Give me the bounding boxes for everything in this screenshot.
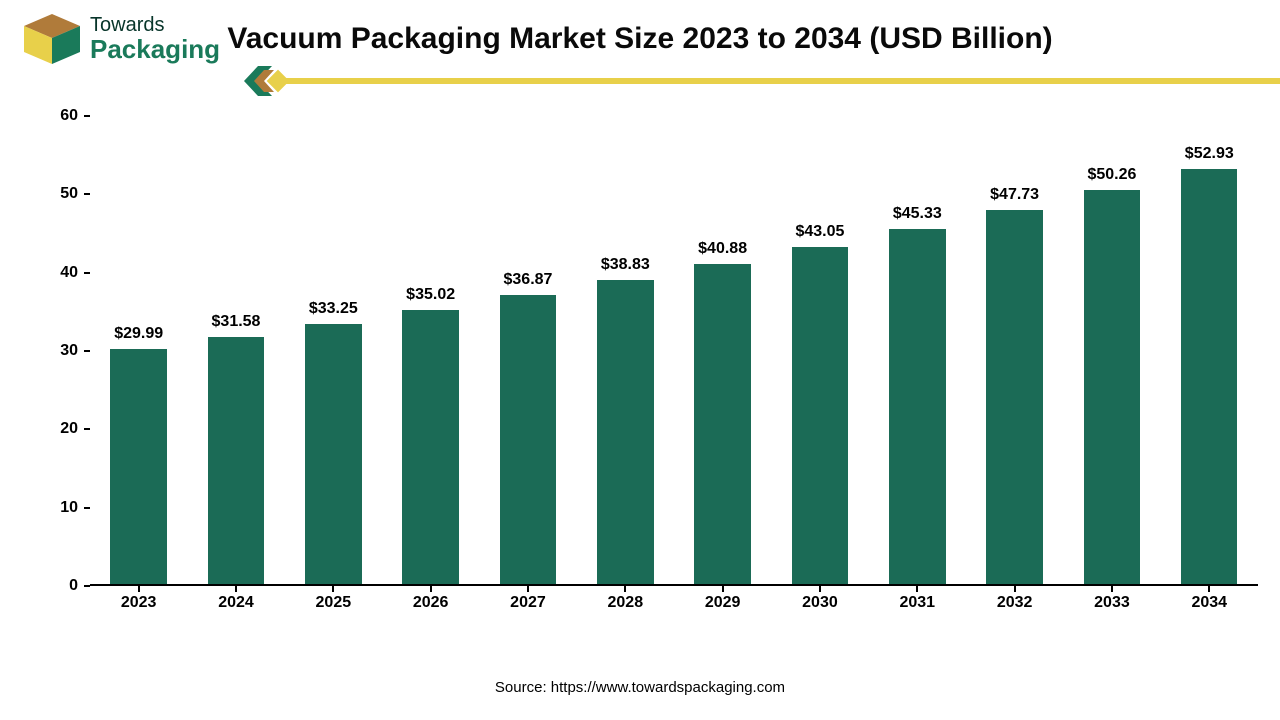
bar-value-label: $50.26 <box>1087 166 1136 184</box>
x-tick <box>1111 584 1113 592</box>
y-tick <box>84 428 90 430</box>
x-axis-label: 2033 <box>1063 594 1160 612</box>
x-axis-label: 2023 <box>90 594 187 612</box>
x-tick <box>138 584 140 592</box>
bar-value-label: $40.88 <box>698 240 747 258</box>
bar-value-label: $35.02 <box>406 286 455 304</box>
bar <box>694 264 750 584</box>
x-axis-label: 2034 <box>1161 594 1258 612</box>
bars-container: $29.99 $31.58 $33.25 $35.02 $36.87 $38.83 $40.… <box>90 116 1258 584</box>
bar-value-label: $43.05 <box>795 223 844 241</box>
bar-value-label: $47.73 <box>990 186 1039 204</box>
bar-chart: $29.99 $31.58 $33.25 $35.02 $36.87 $38.83 $40.… <box>48 116 1258 646</box>
y-axis-label: 50 <box>48 185 78 203</box>
x-tick <box>332 584 334 592</box>
y-tick <box>84 272 90 274</box>
x-tick <box>916 584 918 592</box>
bar-slot: $50.26 <box>1063 116 1160 584</box>
bar-slot: $45.33 <box>869 116 966 584</box>
bar <box>1181 169 1237 584</box>
x-axis-label: 2026 <box>382 594 479 612</box>
x-tick <box>1014 584 1016 592</box>
x-tick <box>527 584 529 592</box>
y-axis-label: 10 <box>48 499 78 517</box>
x-tick <box>819 584 821 592</box>
bar <box>792 247 848 584</box>
bar <box>305 324 361 584</box>
bar <box>402 310 458 584</box>
x-axis-labels: 2023202420252026202720282029203020312032… <box>90 594 1258 612</box>
x-axis-label: 2030 <box>771 594 868 612</box>
bar <box>500 295 556 584</box>
bar <box>110 349 166 584</box>
x-axis-label: 2031 <box>869 594 966 612</box>
bar-value-label: $36.87 <box>504 271 553 289</box>
x-tick <box>235 584 237 592</box>
x-axis-label: 2025 <box>285 594 382 612</box>
y-axis-label: 20 <box>48 420 78 438</box>
bar-slot: $52.93 <box>1161 116 1258 584</box>
x-axis-label: 2024 <box>187 594 284 612</box>
y-axis-label: 40 <box>48 264 78 282</box>
page-title: Vacuum Packaging Market Size 2023 to 203… <box>0 22 1280 56</box>
y-tick <box>84 193 90 195</box>
x-tick <box>430 584 432 592</box>
y-tick <box>84 115 90 117</box>
bar <box>889 229 945 584</box>
bar-slot: $43.05 <box>771 116 868 584</box>
divider-chevron-icon <box>244 66 290 96</box>
bar-slot: $38.83 <box>577 116 674 584</box>
bar <box>597 280 653 584</box>
y-axis-label: 30 <box>48 342 78 360</box>
bar <box>208 337 264 584</box>
y-tick <box>84 585 90 587</box>
bar-value-label: $29.99 <box>114 325 163 343</box>
y-axis-label: 60 <box>48 107 78 125</box>
x-axis-label: 2028 <box>577 594 674 612</box>
y-tick <box>84 507 90 509</box>
source-citation: Source: https://www.towardspackaging.com <box>0 679 1280 696</box>
bar-value-label: $33.25 <box>309 300 358 318</box>
title-divider <box>244 66 1280 96</box>
divider-line <box>270 78 1280 84</box>
x-axis-label: 2032 <box>966 594 1063 612</box>
bar <box>1084 190 1140 584</box>
plot-area: $29.99 $31.58 $33.25 $35.02 $36.87 $38.83 $40.… <box>90 116 1258 586</box>
bar-value-label: $38.83 <box>601 256 650 274</box>
x-axis-label: 2029 <box>674 594 771 612</box>
bar-value-label: $52.93 <box>1185 145 1234 163</box>
y-tick <box>84 350 90 352</box>
bar-slot: $40.88 <box>674 116 771 584</box>
x-tick <box>722 584 724 592</box>
bar-value-label: $45.33 <box>893 205 942 223</box>
bar-value-label: $31.58 <box>212 313 261 331</box>
bar-slot: $47.73 <box>966 116 1063 584</box>
x-tick <box>624 584 626 592</box>
bar-slot: $29.99 <box>90 116 187 584</box>
x-tick <box>1208 584 1210 592</box>
bar-slot: $33.25 <box>285 116 382 584</box>
bar-slot: $31.58 <box>187 116 284 584</box>
x-axis-label: 2027 <box>479 594 576 612</box>
bar <box>986 210 1042 584</box>
bar-slot: $36.87 <box>479 116 576 584</box>
bar-slot: $35.02 <box>382 116 479 584</box>
y-axis-label: 0 <box>48 577 78 595</box>
